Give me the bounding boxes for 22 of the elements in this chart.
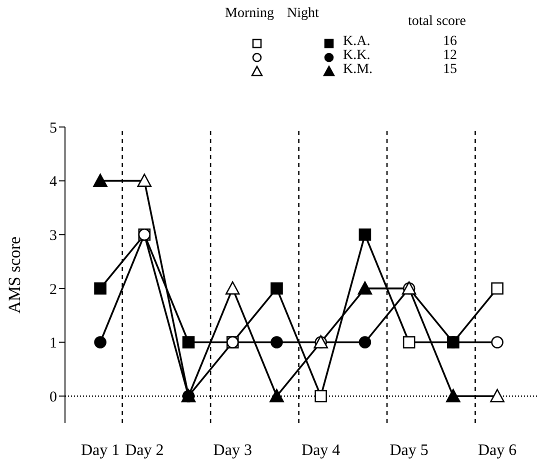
x-tick-label: Day 5 <box>390 442 428 459</box>
y-tick-label: 5 <box>50 120 57 136</box>
text: Night <box>287 6 319 22</box>
x-tick-label: Day 4 <box>302 442 340 459</box>
text: 16 <box>443 34 457 50</box>
y-tick-label: 0 <box>50 389 57 406</box>
text: Morning <box>225 6 274 22</box>
x-tick-label: Day 2 <box>125 442 164 459</box>
text: 12 <box>443 48 457 64</box>
legend-label: K.A. <box>343 34 370 50</box>
x-tick-label: Day 6 <box>478 442 517 459</box>
x-tick-label: Day 1 <box>80 442 120 459</box>
legend-label: K.M. <box>343 62 373 78</box>
y-tick-label: 4 <box>50 174 58 190</box>
text: 15 <box>443 62 457 78</box>
y-tick-label: 2 <box>50 282 57 298</box>
legend-label: K.K. <box>343 48 370 64</box>
x-tick-label: Day 3 <box>213 442 252 459</box>
text: total score <box>408 14 466 30</box>
y-axis-title: AMS score <box>5 236 24 314</box>
y-tick-label: 1 <box>50 336 57 352</box>
y-tick-label: 3 <box>50 228 57 244</box>
